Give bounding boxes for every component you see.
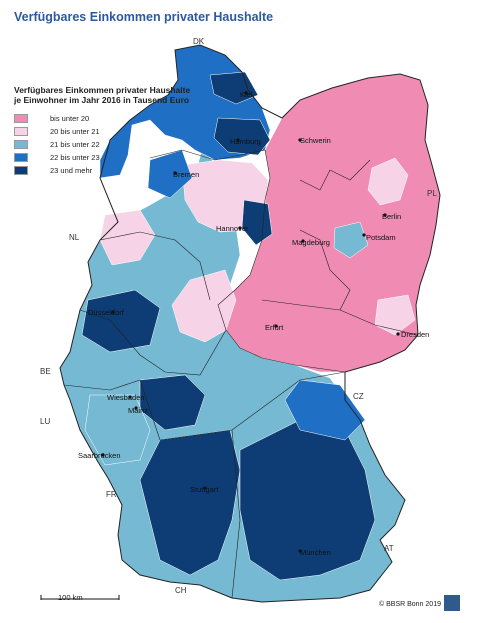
city-potsdam: Potsdam <box>366 233 396 242</box>
city-saarbruecken: Saarbrücken <box>78 451 121 460</box>
region-dark-kiel <box>209 71 259 105</box>
germany-border <box>59 44 441 603</box>
legend-label: 20 bis unter 21 <box>50 126 100 136</box>
region-east-blue-potsdam <box>333 221 369 259</box>
map-title: Verfügbares Einkommen privater Haushalte <box>14 10 274 24</box>
country-pl: PL <box>427 189 437 198</box>
legend-items: bis unter 20 20 bis unter 21 21 bis unter … <box>14 112 194 176</box>
region-light-pink-hesse <box>171 269 237 343</box>
country-fr: FR <box>106 490 117 499</box>
legend-label: bis unter 20 <box>50 113 90 123</box>
legend: Verfügbares Einkommen privater Haushalte… <box>14 85 194 177</box>
legend-item: bis unter 20 <box>14 112 194 124</box>
city-berlin: Berlin <box>382 212 401 221</box>
city-bremen: Bremen <box>173 170 199 179</box>
region-light-blue-southwest <box>84 394 151 466</box>
legend-swatch <box>14 139 28 149</box>
scale-label: 100 km <box>58 593 83 602</box>
legend-swatch <box>14 152 28 162</box>
legend-swatch <box>14 165 28 175</box>
country-ch: CH <box>175 586 187 595</box>
region-dark-southwest <box>139 429 241 576</box>
region-dark-ruhr <box>81 289 161 353</box>
legend-label: 23 und mehr <box>50 165 93 175</box>
bbsr-logo <box>444 595 460 611</box>
legend-item: 21 bis unter 22 <box>14 138 194 150</box>
city-erfurt: Erfurt <box>265 323 284 332</box>
city-kiel: Kiel <box>240 90 253 99</box>
city-magdeburg: Magdeburg <box>292 238 330 247</box>
city-muenchen: München <box>300 548 331 557</box>
city-hannover: Hannover <box>216 224 249 233</box>
region-east-light-2 <box>374 294 416 336</box>
country-dk: DK <box>193 37 205 46</box>
region-dark-hannover <box>241 199 273 246</box>
city-mainz: Mainz <box>128 406 148 415</box>
region-east-light-1 <box>367 157 409 206</box>
city-hamburg: Hamburg <box>230 137 261 146</box>
city-stuttgart: Stuttgart <box>190 485 219 494</box>
legend-title-line1: Verfügbares Einkommen privater Haushalte <box>14 85 191 95</box>
legend-item: 20 bis unter 21 <box>14 125 194 137</box>
legend-label: 21 bis unter 22 <box>50 139 100 149</box>
region-dark-hamburg <box>213 117 271 156</box>
credit: © BBSR Bonn 2019 <box>379 601 441 608</box>
city-markers <box>101 91 400 553</box>
scale-bar <box>40 595 120 600</box>
legend-item: 22 bis unter 23 <box>14 151 194 163</box>
country-at: AT <box>384 544 394 553</box>
country-nl: NL <box>69 233 80 242</box>
country-lu: LU <box>40 417 50 426</box>
legend-item: 23 und mehr <box>14 164 194 176</box>
legend-label: 22 bis unter 23 <box>50 152 100 162</box>
city-wiesbaden: Wiesbaden <box>107 393 145 402</box>
region-light-blue-bremen <box>147 149 193 199</box>
legend-swatch <box>14 126 28 136</box>
legend-swatch <box>14 113 28 123</box>
legend-title-line2: je Einwohner im Jahr 2016 in Tausend Eur… <box>14 95 190 105</box>
city-schwerin: Schwerin <box>300 136 331 145</box>
state-borders <box>63 149 419 599</box>
city-duesseldorf: Düsseldorf <box>88 308 125 317</box>
city-dresden: Dresden <box>401 330 429 339</box>
country-cz: CZ <box>353 392 364 401</box>
country-be: BE <box>40 367 51 376</box>
